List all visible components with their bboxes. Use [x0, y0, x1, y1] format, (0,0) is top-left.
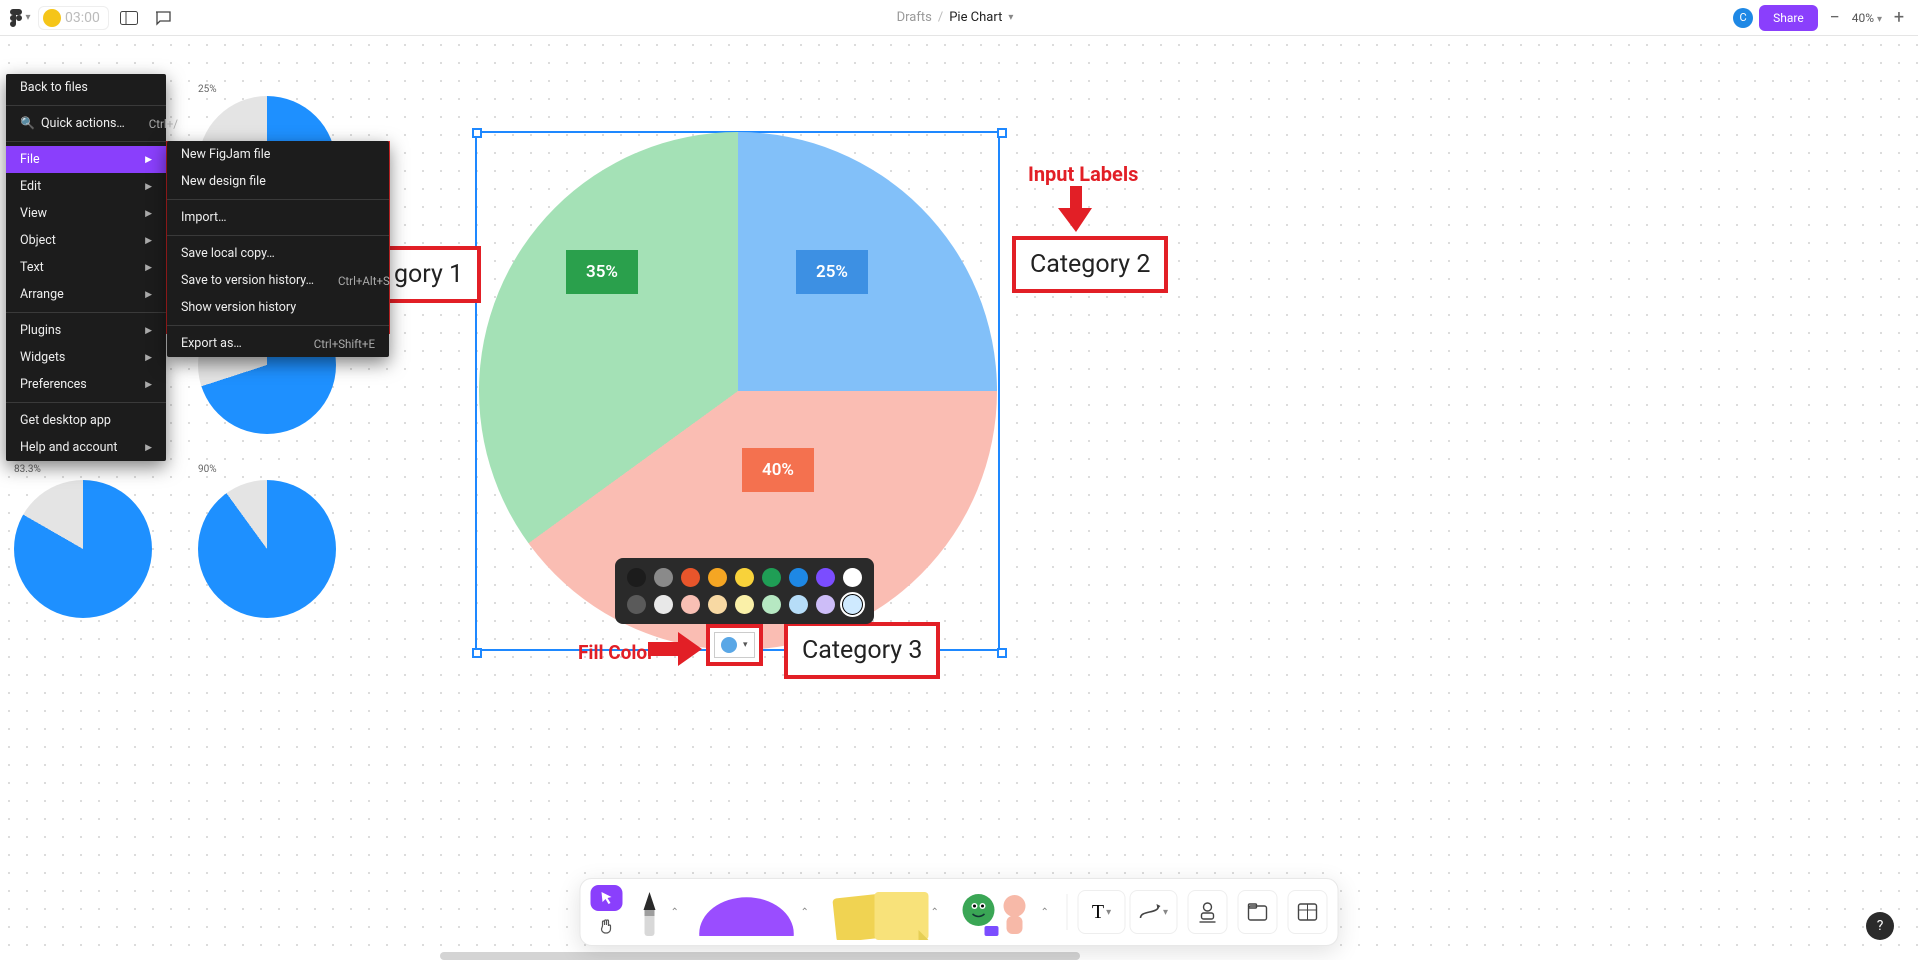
palette-swatch[interactable]: [627, 595, 646, 614]
palette-swatch[interactable]: [843, 595, 862, 614]
breadcrumb-root[interactable]: Drafts: [897, 10, 932, 25]
file-submenu-new-design-file[interactable]: New design file: [167, 168, 389, 195]
shape-tool-more[interactable]: ⌃: [801, 907, 817, 918]
annotation-fill-color: Fill Color: [578, 641, 654, 664]
palette-swatch[interactable]: [654, 595, 673, 614]
mini-chart-1-label: 25%: [198, 84, 217, 95]
menu-item-object[interactable]: Object▶: [6, 227, 166, 254]
menu-item-arrange[interactable]: Arrange▶: [6, 281, 166, 308]
menu-item-widgets[interactable]: Widgets▶: [6, 344, 166, 371]
timer-pill[interactable]: 03:00: [38, 6, 109, 30]
text-tool[interactable]: T▾: [1078, 890, 1126, 934]
help-button[interactable]: ?: [1866, 912, 1894, 940]
palette-swatch[interactable]: [735, 568, 754, 587]
fill-color-dropdown[interactable]: ▾: [706, 624, 763, 666]
breadcrumb-title[interactable]: Pie Chart: [949, 10, 1002, 25]
selection-handle[interactable]: [997, 648, 1007, 658]
share-button[interactable]: Share: [1759, 5, 1818, 31]
zoom-level[interactable]: 40% ▾: [1852, 11, 1882, 25]
selection-handle[interactable]: [997, 128, 1007, 138]
file-submenu-import-[interactable]: Import…: [167, 204, 389, 231]
palette-swatch[interactable]: [789, 568, 808, 587]
sticker-tool-more[interactable]: ⌃: [1041, 907, 1057, 918]
menu-item-text[interactable]: Text▶: [6, 254, 166, 281]
top-bar: ▾ 03:00 Drafts / Pie Chart ▾ C Share − 4…: [0, 0, 1918, 36]
palette-swatch[interactable]: [816, 595, 835, 614]
file-submenu-new-figjam-file[interactable]: New FigJam file: [167, 141, 389, 168]
selection-handle[interactable]: [472, 648, 482, 658]
menu-item-edit[interactable]: Edit▶: [6, 173, 166, 200]
palette-swatch[interactable]: [816, 568, 835, 587]
palette-swatch[interactable]: [735, 595, 754, 614]
fill-color-swatch: [721, 637, 737, 653]
file-submenu-show-version-history[interactable]: Show version history: [167, 294, 389, 321]
palette-swatch[interactable]: [762, 568, 781, 587]
palette-swatch[interactable]: [654, 568, 673, 587]
annotation-arrow-down-icon: [1058, 186, 1094, 241]
sticky-note-tool[interactable]: [827, 888, 927, 936]
bottom-toolbar: ⌃ ⌃ ⌃: [580, 878, 1339, 946]
mini-chart-2[interactable]: [14, 480, 152, 618]
section-tool[interactable]: [1238, 890, 1278, 934]
canvas[interactable]: Back to files 🔍Quick actions… Ctrl+/ Fil…: [0, 36, 1918, 960]
file-submenu-save-to-version-history-[interactable]: Save to version history…Ctrl+Alt+S: [167, 267, 389, 294]
mini-chart-3[interactable]: [198, 480, 336, 618]
panel-toggle-icon[interactable]: [115, 4, 143, 32]
avatar[interactable]: C: [1733, 8, 1753, 28]
zoom-in-button[interactable]: +: [1888, 7, 1910, 28]
timer-icon: [43, 9, 61, 27]
table-tool[interactable]: [1288, 890, 1328, 934]
main-menu: Back to files 🔍Quick actions… Ctrl+/ Fil…: [6, 74, 166, 461]
menu-quick-actions[interactable]: 🔍Quick actions… Ctrl+/: [6, 110, 166, 137]
slice-label-35: 35%: [566, 250, 638, 294]
select-tool[interactable]: [591, 885, 623, 911]
palette-swatch[interactable]: [843, 568, 862, 587]
menu-item-help-and-account[interactable]: Help and account▶: [6, 434, 166, 461]
shape-tool[interactable]: [697, 888, 797, 936]
menu-item-view[interactable]: View▶: [6, 200, 166, 227]
breadcrumb-chevron-icon[interactable]: ▾: [1008, 12, 1013, 23]
stamp-tool[interactable]: [1188, 890, 1228, 934]
palette-swatch[interactable]: [627, 568, 646, 587]
menu-item-file[interactable]: File▶: [6, 146, 166, 173]
palette-swatch[interactable]: [681, 568, 700, 587]
file-submenu: New FigJam fileNew design file Import… Sav…: [167, 141, 389, 357]
palette-swatch[interactable]: [789, 595, 808, 614]
comments-icon[interactable]: [149, 4, 177, 32]
chevron-down-icon: ▾: [743, 640, 748, 650]
category-1-box[interactable]: gory 1: [376, 246, 481, 303]
color-palette-popup: [615, 558, 874, 624]
zoom-out-button[interactable]: −: [1824, 7, 1846, 28]
pen-tool[interactable]: [633, 886, 667, 938]
timer-value: 03:00: [65, 10, 100, 26]
category-3-box[interactable]: Category 3: [784, 622, 940, 679]
annotation-arrow-right-icon: [648, 632, 702, 670]
file-submenu-save-local-copy-[interactable]: Save local copy…: [167, 240, 389, 267]
menu-item-get-desktop-app[interactable]: Get desktop app: [6, 407, 166, 434]
palette-swatch[interactable]: [681, 595, 700, 614]
file-submenu-export-as-[interactable]: Export as…Ctrl+Shift+E: [167, 330, 389, 357]
horizontal-scrollbar[interactable]: [440, 952, 1080, 960]
slice-label-40: 40%: [742, 448, 814, 492]
menu-item-plugins[interactable]: Plugins▶: [6, 317, 166, 344]
selection-handle[interactable]: [472, 128, 482, 138]
category-2-box[interactable]: Category 2: [1012, 236, 1168, 293]
palette-swatch[interactable]: [762, 595, 781, 614]
slice-label-25: 25%: [796, 250, 868, 294]
pen-tool-more[interactable]: ⌃: [671, 907, 687, 918]
palette-swatch[interactable]: [708, 568, 727, 587]
mini-chart-3-label: 90%: [198, 464, 217, 475]
annotation-input-labels: Input Labels: [1028, 162, 1138, 186]
search-icon: 🔍: [20, 116, 35, 130]
menu-back-to-files[interactable]: Back to files: [6, 74, 166, 101]
figma-menu-button[interactable]: ▾: [8, 6, 32, 30]
connector-tool[interactable]: ▾: [1130, 890, 1178, 934]
menu-item-preferences[interactable]: Preferences▶: [6, 371, 166, 398]
palette-swatch[interactable]: [708, 595, 727, 614]
hand-tool[interactable]: [591, 913, 623, 939]
breadcrumb[interactable]: Drafts / Pie Chart ▾: [177, 10, 1733, 25]
breadcrumb-sep: /: [938, 10, 943, 25]
mini-chart-2-label: 83.3%: [14, 464, 41, 475]
sticker-tool[interactable]: [957, 888, 1037, 936]
